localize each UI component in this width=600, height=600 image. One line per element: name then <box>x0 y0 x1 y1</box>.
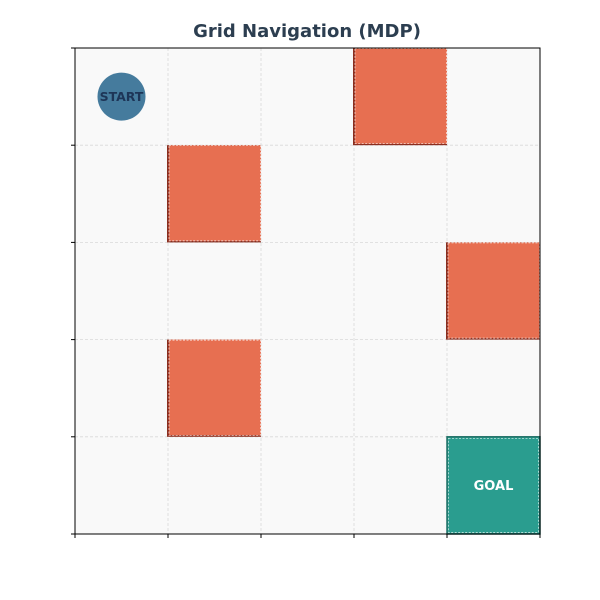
goal-label: GOAL <box>474 479 514 494</box>
obstacle-cell[interactable] <box>169 339 261 436</box>
page-title: Grid Navigation (MDP) <box>193 21 421 42</box>
axis-ticks <box>71 47 541 538</box>
obstacle-cell[interactable] <box>169 145 261 241</box>
goal-cell[interactable]: GOAL <box>446 436 541 535</box>
start-label: START <box>100 89 144 104</box>
obstacle-hatch <box>168 145 261 242</box>
obstacles-layer <box>167 48 540 437</box>
obstacle-cell[interactable] <box>448 242 540 339</box>
axes-frame <box>74 47 541 535</box>
obstacle-cell[interactable] <box>355 48 447 144</box>
start-agent[interactable]: START <box>97 72 146 121</box>
goal-hatch <box>448 437 539 533</box>
obstacle-hatch <box>447 242 540 339</box>
obstacle-hatch <box>168 339 261 436</box>
start-circle[interactable] <box>97 72 146 121</box>
